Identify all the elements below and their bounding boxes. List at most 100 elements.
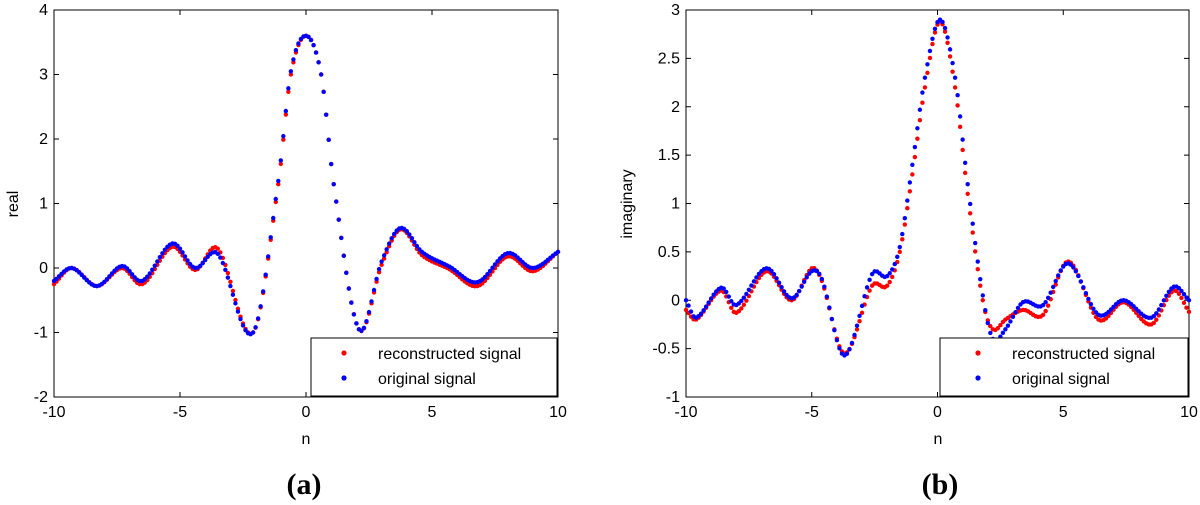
- original-point-b: [744, 291, 749, 297]
- original-point-b: [970, 221, 975, 226]
- reconstructed-point-b: [1040, 312, 1046, 317]
- original-point-a: [235, 309, 241, 314]
- legend-box-b: [939, 337, 1189, 397]
- original-point-a: [266, 254, 271, 259]
- original-point-a: [414, 243, 420, 249]
- xlabel-a: n: [302, 431, 311, 448]
- original-point-b: [1013, 309, 1018, 315]
- original-point-b: [975, 259, 980, 264]
- original-point-a: [318, 72, 324, 77]
- original-point-a: [326, 137, 331, 142]
- xtick-label-b: -5: [805, 404, 819, 421]
- reconstructed-point-b: [973, 249, 978, 254]
- reconstructed-point-a: [276, 181, 281, 187]
- legend-marker-reconstructed-b: [975, 350, 981, 356]
- original-point-a: [281, 133, 286, 139]
- reconstructed-point-a: [286, 89, 291, 94]
- original-point-b: [973, 240, 978, 246]
- original-point-a: [339, 235, 344, 241]
- original-point-b: [1164, 293, 1169, 299]
- original-point-b: [1073, 269, 1079, 274]
- original-point-b: [822, 284, 827, 289]
- original-point-b: [864, 285, 870, 290]
- original-point-a: [268, 235, 273, 240]
- original-point-b: [885, 273, 890, 279]
- original-point-b: [887, 271, 892, 276]
- original-point-a: [316, 60, 321, 65]
- caption-b: (b): [922, 468, 959, 501]
- panel-b: -10 -5 0 5 10 -1 -0.5 0 0.5 1 1.5 2 2.5 3 n imaginary…: [619, 2, 1198, 501]
- original-point-a: [263, 272, 268, 277]
- xtick-label-a: 5: [428, 404, 437, 421]
- original-point-b: [1056, 273, 1061, 278]
- original-point-b: [867, 277, 872, 283]
- original-point-a: [104, 276, 110, 282]
- reconstructed-point-b: [975, 267, 980, 272]
- original-point-b: [1083, 290, 1089, 296]
- reconstructed-point-b: [729, 305, 734, 311]
- reconstructed-point-b: [1045, 303, 1051, 308]
- ticks-b: -10 -5 0 5 10 -1 -0.5 0 0.5 1 1.5 2 2.5 3: [652, 2, 1198, 421]
- ytick-label-b: 2.5: [658, 50, 680, 67]
- original-point-b: [751, 279, 757, 284]
- legend-box-a: [310, 337, 558, 397]
- original-point-a: [366, 309, 372, 315]
- original-point-a: [331, 181, 336, 187]
- original-point-b: [945, 35, 950, 40]
- original-point-b: [1040, 302, 1046, 308]
- reconstructed-point-a: [278, 161, 283, 167]
- ytick-label-b: -0.5: [652, 341, 680, 358]
- original-point-b: [847, 347, 852, 352]
- original-point-a: [215, 251, 220, 257]
- original-point-a: [288, 69, 294, 74]
- original-point-a: [150, 267, 155, 272]
- reconstructed-point-a: [225, 270, 231, 276]
- original-point-b: [804, 275, 809, 280]
- original-point-b: [922, 75, 928, 80]
- original-point-b: [980, 293, 985, 298]
- original-point-a: [260, 289, 266, 294]
- original-point-b: [902, 216, 908, 221]
- original-point-b: [910, 162, 915, 167]
- reconstructed-point-b: [905, 206, 910, 211]
- original-point-a: [203, 257, 208, 263]
- original-point-b: [1071, 265, 1076, 270]
- original-point-b: [794, 292, 799, 298]
- reconstructed-point-b: [1184, 305, 1189, 310]
- reconstructed-point-a: [283, 112, 289, 117]
- original-point-a: [334, 199, 339, 204]
- original-point-a: [293, 48, 299, 53]
- original-point-a: [495, 259, 500, 264]
- original-point-a: [177, 246, 183, 251]
- reconstructed-point-b: [1154, 317, 1159, 322]
- original-point-b: [721, 286, 726, 291]
- original-point-b: [955, 92, 960, 98]
- original-point-a: [296, 41, 301, 46]
- original-point-a: [487, 268, 493, 274]
- original-point-b: [1005, 323, 1011, 328]
- original-point-a: [306, 34, 311, 40]
- original-point-a: [341, 253, 346, 258]
- original-point-b: [917, 107, 923, 112]
- original-point-a: [361, 325, 367, 330]
- original-point-b: [834, 338, 840, 343]
- original-point-b: [907, 180, 913, 185]
- reconstructed-point-b: [945, 40, 950, 45]
- original-point-a: [220, 260, 226, 266]
- original-point-b: [854, 323, 860, 328]
- reconstructed-point-b: [960, 147, 965, 153]
- original-point-b: [711, 292, 716, 297]
- reconstructed-point-b: [970, 230, 975, 235]
- original-point-a: [308, 37, 314, 43]
- points-b: [683, 17, 1192, 358]
- reconstructed-point-b: [932, 30, 938, 35]
- original-point-a: [374, 276, 379, 282]
- original-point-b: [729, 298, 734, 304]
- reconstructed-point-b: [890, 274, 895, 280]
- original-point-a: [349, 300, 354, 305]
- original-point-a: [225, 275, 231, 280]
- reconstructed-point-b: [952, 85, 958, 90]
- original-point-b: [802, 279, 807, 284]
- original-point-a: [182, 254, 188, 259]
